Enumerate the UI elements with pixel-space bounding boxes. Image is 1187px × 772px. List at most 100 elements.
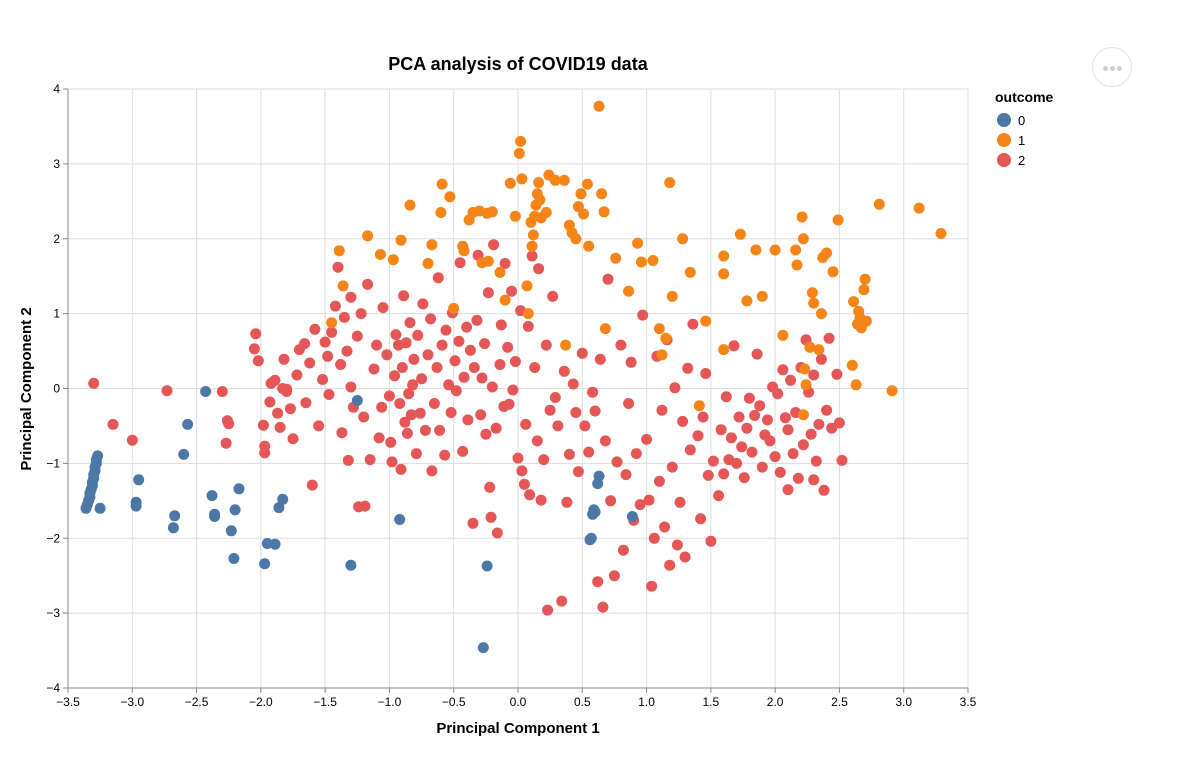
x-tick-label: −2.5: [185, 695, 209, 709]
data-point: [319, 336, 331, 348]
data-point: [509, 356, 521, 367]
data-point: [209, 511, 221, 522]
data-point: [373, 432, 385, 444]
data-point: [605, 495, 617, 507]
data-point: [92, 450, 104, 462]
data-point: [494, 359, 506, 370]
data-point: [850, 379, 862, 391]
data-point: [833, 417, 845, 429]
data-point: [693, 400, 705, 412]
data-point: [589, 506, 601, 518]
data-point: [827, 266, 839, 278]
data-point: [813, 344, 825, 356]
data-point: [707, 455, 719, 467]
data-point: [426, 239, 438, 251]
data-point: [625, 356, 637, 368]
data-point: [374, 249, 386, 260]
data-point: [479, 338, 491, 350]
data-point: [326, 326, 338, 338]
data-point: [777, 329, 789, 341]
data-point: [733, 411, 745, 423]
data-point: [653, 475, 665, 487]
x-tick-label: −2.0: [249, 695, 273, 709]
data-point: [480, 428, 492, 440]
data-point: [808, 474, 820, 486]
data-point: [368, 363, 380, 375]
data-point: [394, 514, 406, 525]
data-point: [804, 341, 816, 353]
data-point: [522, 308, 534, 320]
data-point: [345, 381, 357, 393]
data-point: [281, 383, 293, 395]
data-point: [490, 422, 502, 434]
data-point: [277, 493, 289, 505]
data-point: [846, 359, 858, 371]
data-point: [718, 250, 730, 262]
data-point: [772, 388, 784, 400]
x-tick-label: −3.0: [120, 695, 144, 709]
data-point: [583, 240, 595, 252]
data-point: [782, 484, 794, 496]
chart-menu-button[interactable]: [1092, 47, 1132, 87]
data-point: [671, 539, 683, 551]
data-point: [317, 374, 329, 385]
data-point: [558, 174, 570, 186]
data-point: [448, 302, 460, 314]
data-point: [549, 174, 561, 186]
data-point: [632, 237, 644, 249]
legend: outcome 0 1 2: [995, 89, 1054, 168]
data-point: [575, 188, 587, 200]
data-point: [381, 349, 393, 361]
data-point: [229, 504, 241, 516]
data-point: [412, 329, 424, 341]
data-point: [167, 522, 179, 534]
data-point: [486, 206, 498, 218]
data-point: [468, 362, 480, 373]
y-tick-label: 1: [53, 307, 60, 321]
data-point: [599, 323, 611, 335]
data-point: [836, 454, 848, 466]
data-point: [738, 472, 750, 484]
data-point: [345, 559, 357, 571]
data-point: [371, 339, 383, 351]
data-point: [769, 451, 781, 463]
legend-swatch: [997, 133, 1011, 147]
data-point: [617, 544, 629, 556]
x-axis-title: Principal Component 1: [436, 720, 599, 737]
data-point: [362, 278, 374, 290]
data-point: [715, 424, 727, 436]
data-point: [538, 454, 550, 466]
y-tick-label: 0: [53, 382, 60, 396]
data-point: [274, 421, 286, 433]
data-point: [777, 364, 789, 376]
x-tick-label: 3.0: [895, 695, 912, 709]
data-point: [756, 461, 768, 473]
data-point: [499, 294, 511, 306]
data-point: [264, 396, 276, 408]
data-point: [223, 418, 235, 430]
data-point: [458, 371, 470, 383]
data-point: [284, 403, 296, 415]
data-point: [848, 296, 860, 308]
data-point: [743, 392, 755, 404]
data-point: [434, 424, 446, 436]
data-point: [797, 233, 809, 245]
data-point: [570, 233, 582, 245]
data-point: [269, 538, 281, 550]
data-point: [570, 407, 582, 418]
data-point: [813, 418, 825, 430]
data-point: [860, 315, 872, 327]
data-point: [787, 448, 799, 460]
data-point: [509, 210, 521, 222]
legend-title: outcome: [995, 89, 1054, 105]
data-point: [576, 347, 588, 359]
data-point: [542, 604, 554, 616]
data-point: [476, 372, 488, 384]
x-tick-label: 3.5: [960, 695, 977, 709]
x-tick-label: 2.5: [831, 695, 848, 709]
data-point: [512, 452, 524, 464]
data-point: [610, 252, 622, 264]
data-point: [641, 433, 653, 445]
data-point: [206, 490, 218, 502]
data-point: [405, 409, 417, 421]
